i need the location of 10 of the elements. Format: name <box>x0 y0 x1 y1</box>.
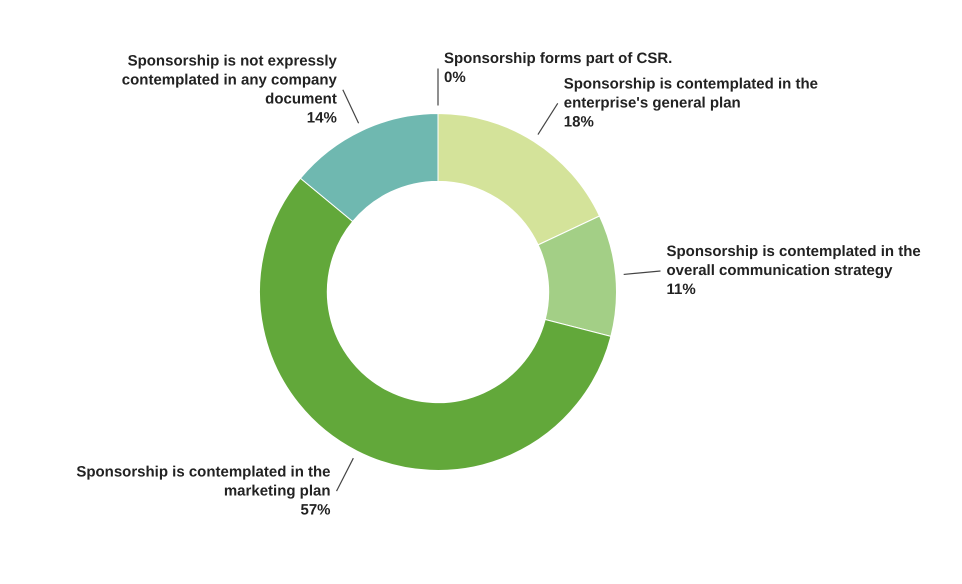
text: 0% <box>444 69 466 86</box>
category-label: Sponsorship forms part of CSR. <box>444 50 672 68</box>
data-label: 18% <box>564 113 594 130</box>
data-label: 14% <box>306 109 337 126</box>
slice-label: Sponsorship is contemplated in the enterprise's general plan <box>564 75 818 112</box>
slice-label: Sponsorship is contemplated in the marketing plan <box>76 463 331 500</box>
slice-label: Sponsorship is contemplated in the overall communication strategy <box>666 243 921 280</box>
slice-label: Sponsorship is not expressly contemplated in any company document <box>122 52 338 108</box>
data-label: 11% <box>666 281 696 298</box>
data-label: 57% <box>300 501 331 518</box>
